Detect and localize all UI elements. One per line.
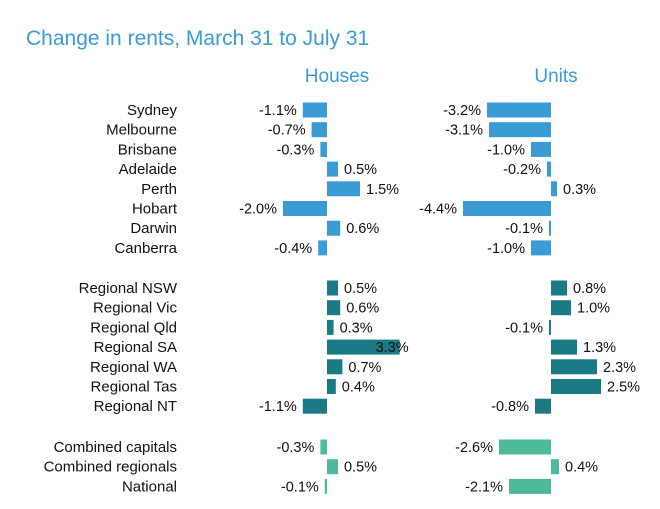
value-label-units-combined-capitals: -2.6% [455,440,493,456]
bar-houses-national [324,478,327,494]
bar-units-combined-capitals [499,439,551,455]
bar-houses-regional-nsw [327,280,338,296]
value-label-houses-national: -0.1% [281,479,319,495]
bar-units-regional-nsw [551,280,567,296]
value-label-units-regional-nt: -0.8% [491,399,529,415]
value-label-houses-combined-regionals: 0.5% [344,460,377,476]
value-label-houses-sydney: -1.1% [259,103,297,119]
category-label-regional-vic: Regional Vic [93,300,177,317]
bar-houses-regional-tas [327,379,336,394]
category-label-regional-qld: Regional Qld [90,319,177,336]
category-label-melbourne: Melbourne [106,122,177,139]
bar-houses-regional-nt [302,398,327,414]
value-label-houses-regional-qld: 0.3% [340,320,373,336]
bar-houses-combined-regionals [327,459,338,475]
value-label-houses-regional-nsw: 0.5% [344,281,377,297]
bar-units-adelaide [547,161,551,177]
category-label-regional-sa: Regional SA [94,339,177,356]
bar-units-sydney [487,102,551,118]
value-label-units-regional-qld: -0.1% [505,320,543,336]
category-label-combined-regionals: Combined regionals [44,459,177,476]
chart-title: Change in rents, March 31 to July 31 [26,27,369,50]
value-label-houses-regional-sa: 3.3% [376,340,409,356]
value-label-houses-regional-vic: 0.6% [346,301,379,317]
value-label-units-regional-sa: 1.3% [583,340,616,356]
category-label-regional-nt: Regional NT [94,398,177,415]
value-label-units-melbourne: -3.1% [445,123,483,139]
bar-units-regional-tas [551,379,601,394]
bar-units-regional-wa [551,359,597,375]
bar-units-regional-vic [551,300,571,316]
category-label-regional-wa: Regional WA [90,359,177,376]
bar-units-regional-sa [551,339,577,355]
category-label-combined-capitals: Combined capitals [54,439,177,456]
value-label-units-hobart: -4.4% [419,202,457,218]
value-label-units-regional-nsw: 0.8% [573,281,606,297]
value-label-houses-regional-tas: 0.4% [342,380,375,396]
value-label-houses-adelaide: 0.5% [344,162,377,178]
value-label-units-adelaide: -0.2% [503,162,541,178]
bar-units-perth [551,181,557,197]
bar-houses-darwin [327,220,341,236]
value-label-units-combined-regionals: 0.4% [565,460,598,476]
value-label-units-regional-vic: 1.0% [577,301,610,317]
panel-title-units: Units [534,66,577,87]
bar-houses-regional-sa [327,339,400,355]
category-label-brisbane: Brisbane [118,141,177,158]
bar-units-combined-regionals [551,459,559,475]
bar-houses-combined-capitals [320,439,327,455]
value-label-houses-perth: 1.5% [366,182,399,198]
category-label-darwin: Darwin [130,220,177,237]
bar-houses-regional-vic [327,300,341,316]
bar-houses-sydney [302,102,327,118]
chart-marks: Houses Units Sydney -1.1% -3.2% Melbourne -0.7… [44,66,641,495]
value-label-units-perth: 0.3% [563,182,596,198]
bar-units-darwin [549,220,551,236]
category-label-canberra: Canberra [114,240,177,257]
bar-houses-regional-wa [327,359,343,375]
bar-units-hobart [463,201,551,216]
bar-units-melbourne [489,122,551,138]
value-label-houses-hobart: -2.0% [239,202,277,218]
bar-units-canberra [531,240,551,256]
bar-units-brisbane [531,141,551,157]
value-label-houses-melbourne: -0.7% [268,123,306,139]
value-label-units-national: -2.1% [465,479,503,495]
bar-units-regional-qld [549,319,551,335]
value-label-houses-regional-wa: 0.7% [348,360,381,376]
bar-houses-brisbane [320,141,327,157]
bar-houses-melbourne [311,122,327,138]
category-label-sydney: Sydney [127,102,178,119]
value-label-houses-regional-nt: -1.1% [259,399,297,415]
category-label-regional-tas: Regional Tas [91,379,177,396]
bar-units-national [509,478,551,494]
value-label-units-brisbane: -1.0% [487,142,525,158]
bar-houses-adelaide [327,161,338,177]
bar-houses-regional-qld [327,319,334,335]
value-label-units-darwin: -0.1% [505,221,543,237]
category-label-hobart: Hobart [132,201,178,218]
bar-units-regional-nt [535,398,551,414]
bar-houses-hobart [283,201,327,216]
bar-houses-perth [327,181,360,197]
category-label-national: National [122,478,177,495]
category-label-adelaide: Adelaide [119,161,177,178]
value-label-houses-canberra: -0.4% [274,241,312,257]
value-label-units-sydney: -3.2% [443,103,481,119]
bar-houses-canberra [318,240,327,256]
value-label-houses-combined-capitals: -0.3% [277,440,315,456]
value-label-units-regional-tas: 2.5% [607,380,640,396]
category-label-perth: Perth [141,181,177,198]
value-label-units-canberra: -1.0% [487,241,525,257]
value-label-units-regional-wa: 2.3% [603,360,636,376]
panel-title-houses: Houses [305,66,369,87]
value-label-houses-darwin: 0.6% [346,221,379,237]
category-label-regional-nsw: Regional NSW [79,280,178,297]
value-label-houses-brisbane: -0.3% [277,142,315,158]
